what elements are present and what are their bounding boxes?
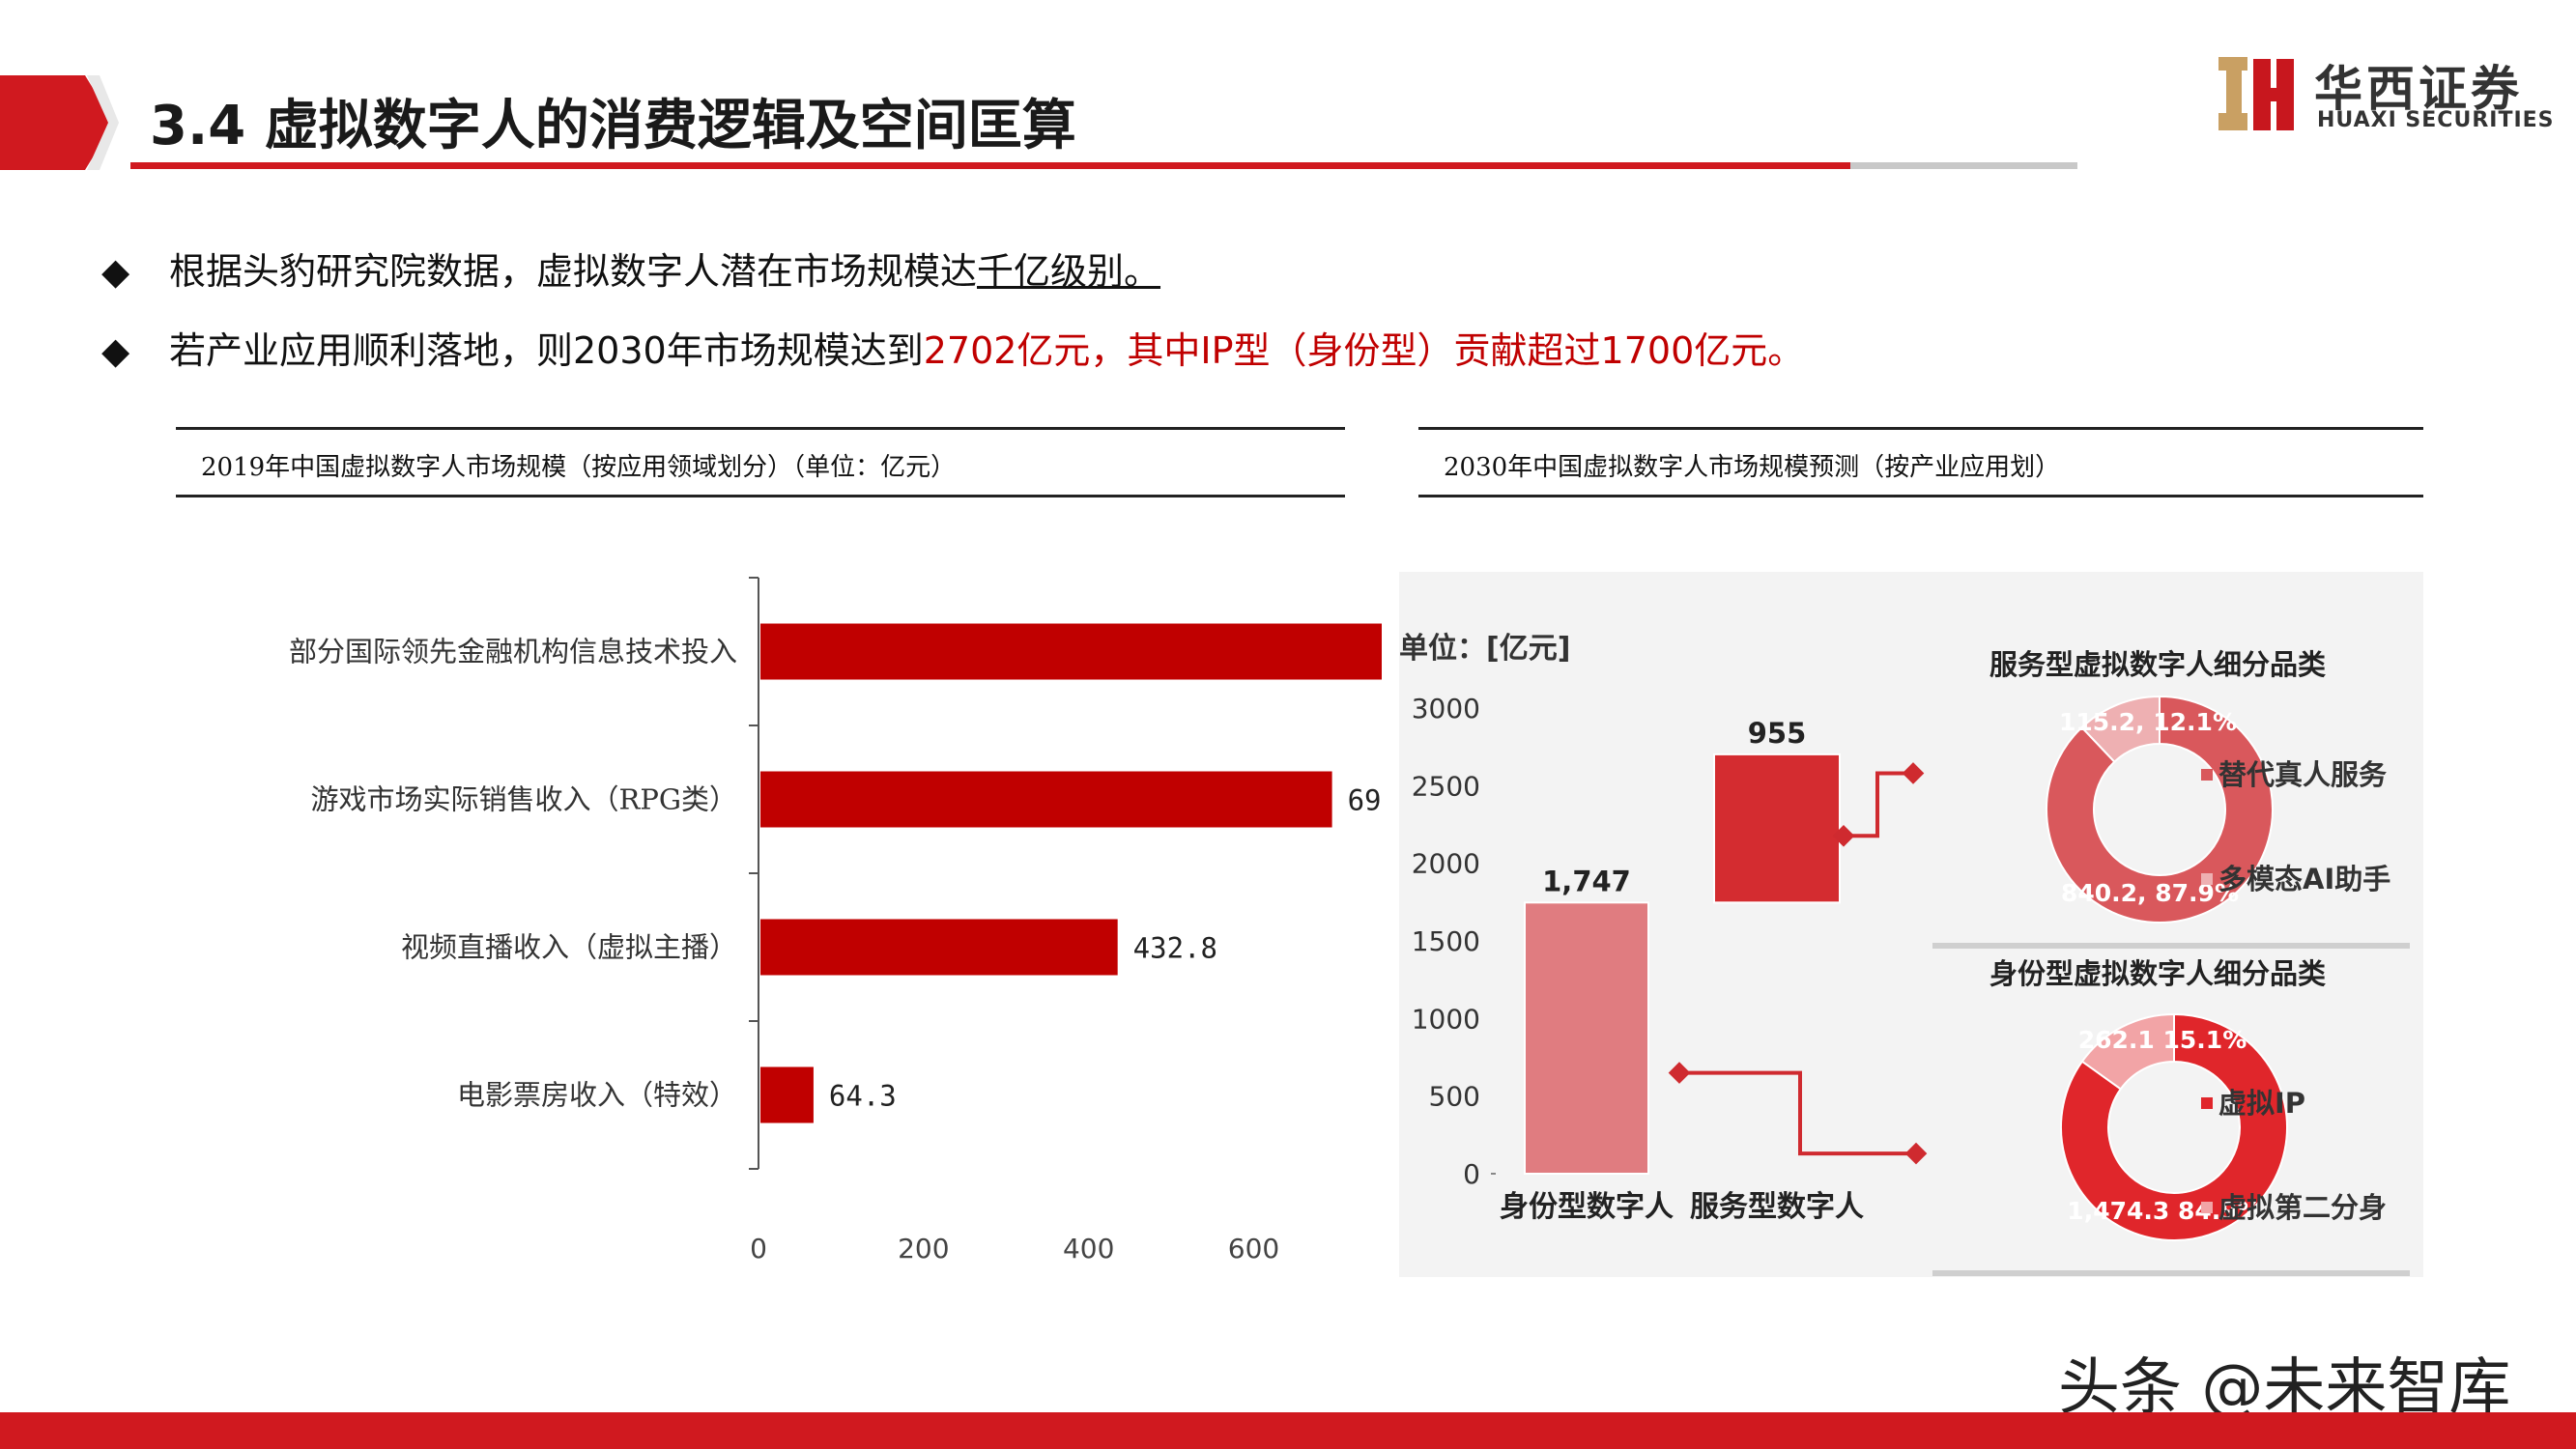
logo-text-cn: 华西证券 <box>2314 61 2523 117</box>
donut-title: 身份型虚拟数字人细分品类 <box>1989 957 2326 990</box>
page-title: 3.4 虚拟数字人的消费逻辑及空间匡算 <box>150 95 1076 157</box>
bullet-2-highlight: 2702亿元，其中IP型（身份型）贡献超过1700亿元。 <box>923 329 1805 372</box>
connector-line <box>1846 771 1911 838</box>
legend-label: 虚拟第二分身 <box>2218 1191 2387 1224</box>
x-tick-label: 600 <box>1228 1233 1279 1264</box>
right-chart-caption: 2030年中国虚拟数字人市场规模预测（按产业应用划） <box>1444 453 2061 482</box>
waterfall-value-label: 955 <box>1748 717 1807 750</box>
y-tick-label: 3000 <box>1412 693 1480 724</box>
x-tick-label: 200 <box>898 1233 949 1264</box>
bar-value-label: 432.8 <box>1133 932 1217 965</box>
left-chart-caption: 2019年中国虚拟数字人市场规模（按应用领域划分）（单位：亿元） <box>201 453 957 482</box>
bullet-1: ◆ 根据头豹研究院数据，虚拟数字人潜在市场规模达千亿级别。 <box>101 242 1160 295</box>
right-caption-bottom-rule <box>1418 495 2423 497</box>
waterfall-category-label: 身份型数字人 <box>1500 1190 1674 1224</box>
connector-diamond <box>1668 1062 1691 1084</box>
y-tick-label: 500 <box>1429 1081 1480 1113</box>
donut-slice <box>2060 1012 2288 1241</box>
y-tick-label: 1000 <box>1412 1003 1480 1035</box>
bullet-1-highlight: 千亿级别。 <box>977 250 1161 293</box>
donut-small-label: 262.1 15.1% <box>2078 1026 2247 1054</box>
watermark: 头条 @未来智库 <box>2058 1352 2511 1424</box>
diamond-bullet-icon: ◆ <box>101 329 130 372</box>
waterfall-value-label: 1,747 <box>1542 865 1631 897</box>
legend-label: 替代真人服务 <box>2218 758 2387 791</box>
horizontal-bar-chart: 部分国际领先金融机构信息技术投入1034.游戏市场实际销售收入（RPG类）692… <box>289 577 1382 1264</box>
forecast-chart: 单位：[亿元] 0 500 1000 1500 2000 2500 3000 1,747 身份型数… <box>1399 632 2410 1276</box>
y-tick-label: 0 <box>1463 1158 1480 1190</box>
x-tick-label: 0 <box>750 1233 767 1264</box>
y-tick-label: 1500 <box>1412 925 1480 957</box>
bar-value-label: 692.6 <box>1348 784 1382 817</box>
title-underline-red <box>130 162 1850 169</box>
connector-diamond <box>1904 1142 1928 1165</box>
bar-value-label: 64.3 <box>829 1080 897 1113</box>
category-label: 部分国际领先金融机构信息技术投入 <box>289 636 737 668</box>
bar <box>760 623 1382 680</box>
footer-bar <box>0 1412 2576 1449</box>
legend-swatch <box>2201 873 2213 885</box>
y-tick-label: 2500 <box>1412 770 1480 802</box>
bar <box>760 1066 814 1123</box>
legend-swatch <box>2201 769 2213 781</box>
panel-separator <box>1932 1270 2410 1276</box>
left-caption-top-rule <box>176 427 1345 430</box>
donut-large-label: 1,474.3 84.9% <box>2067 1197 2261 1225</box>
bullet-1-text: 根据头豹研究院数据，虚拟数字人潜在市场规模达 <box>169 250 978 293</box>
waterfall-bar <box>1713 753 1841 904</box>
legend-swatch <box>2201 1097 2213 1109</box>
diamond-bullet-icon: ◆ <box>101 250 130 293</box>
bullet-2: ◆ 若产业应用顺利落地，则2030年市场规模达到2702亿元，其中IP型（身份型）… <box>101 321 1804 374</box>
category-label: 游戏市场实际销售收入（RPG类） <box>310 783 737 816</box>
donut-slice <box>2080 1012 2175 1091</box>
bullet-2-text: 若产业应用顺利落地，则2030年市场规模达到 <box>169 329 924 372</box>
legend-label: 虚拟IP <box>2218 1087 2305 1120</box>
logo-text-en: HUAXI SECURITIES <box>2317 108 2555 132</box>
y-tick-label: 2000 <box>1412 848 1480 880</box>
bar <box>760 919 1118 976</box>
legend-swatch <box>2201 1202 2213 1213</box>
panel-separator <box>1932 943 2410 949</box>
header-chevron <box>0 75 119 170</box>
left-caption-bottom-rule <box>176 495 1345 497</box>
donut-slice <box>2046 695 2274 923</box>
bar <box>760 771 1332 828</box>
connector-line <box>1679 1070 1916 1156</box>
category-label: 视频直播收入（虚拟主播） <box>401 931 737 964</box>
huaxi-logo-icon <box>2218 57 2294 130</box>
category-label: 电影票房收入（特效） <box>457 1079 737 1112</box>
donut-title: 服务型虚拟数字人细分品类 <box>1989 648 2326 681</box>
waterfall-bar <box>1524 901 1649 1175</box>
right-caption-top-rule <box>1418 427 2423 430</box>
waterfall-category-label: 服务型数字人 <box>1690 1190 1864 1224</box>
donut-small-label: 115.2, 12.1% <box>2059 708 2237 736</box>
connector-diamond <box>1832 824 1855 847</box>
y-unit-label: 单位：[亿元] <box>1399 632 1570 666</box>
connector-diamond <box>1902 762 1925 784</box>
title-underline-gray <box>1850 162 2077 169</box>
x-tick-label: 400 <box>1063 1233 1114 1264</box>
donut-slice <box>2080 695 2161 764</box>
legend-label: 多模态AI助手 <box>2218 863 2390 895</box>
